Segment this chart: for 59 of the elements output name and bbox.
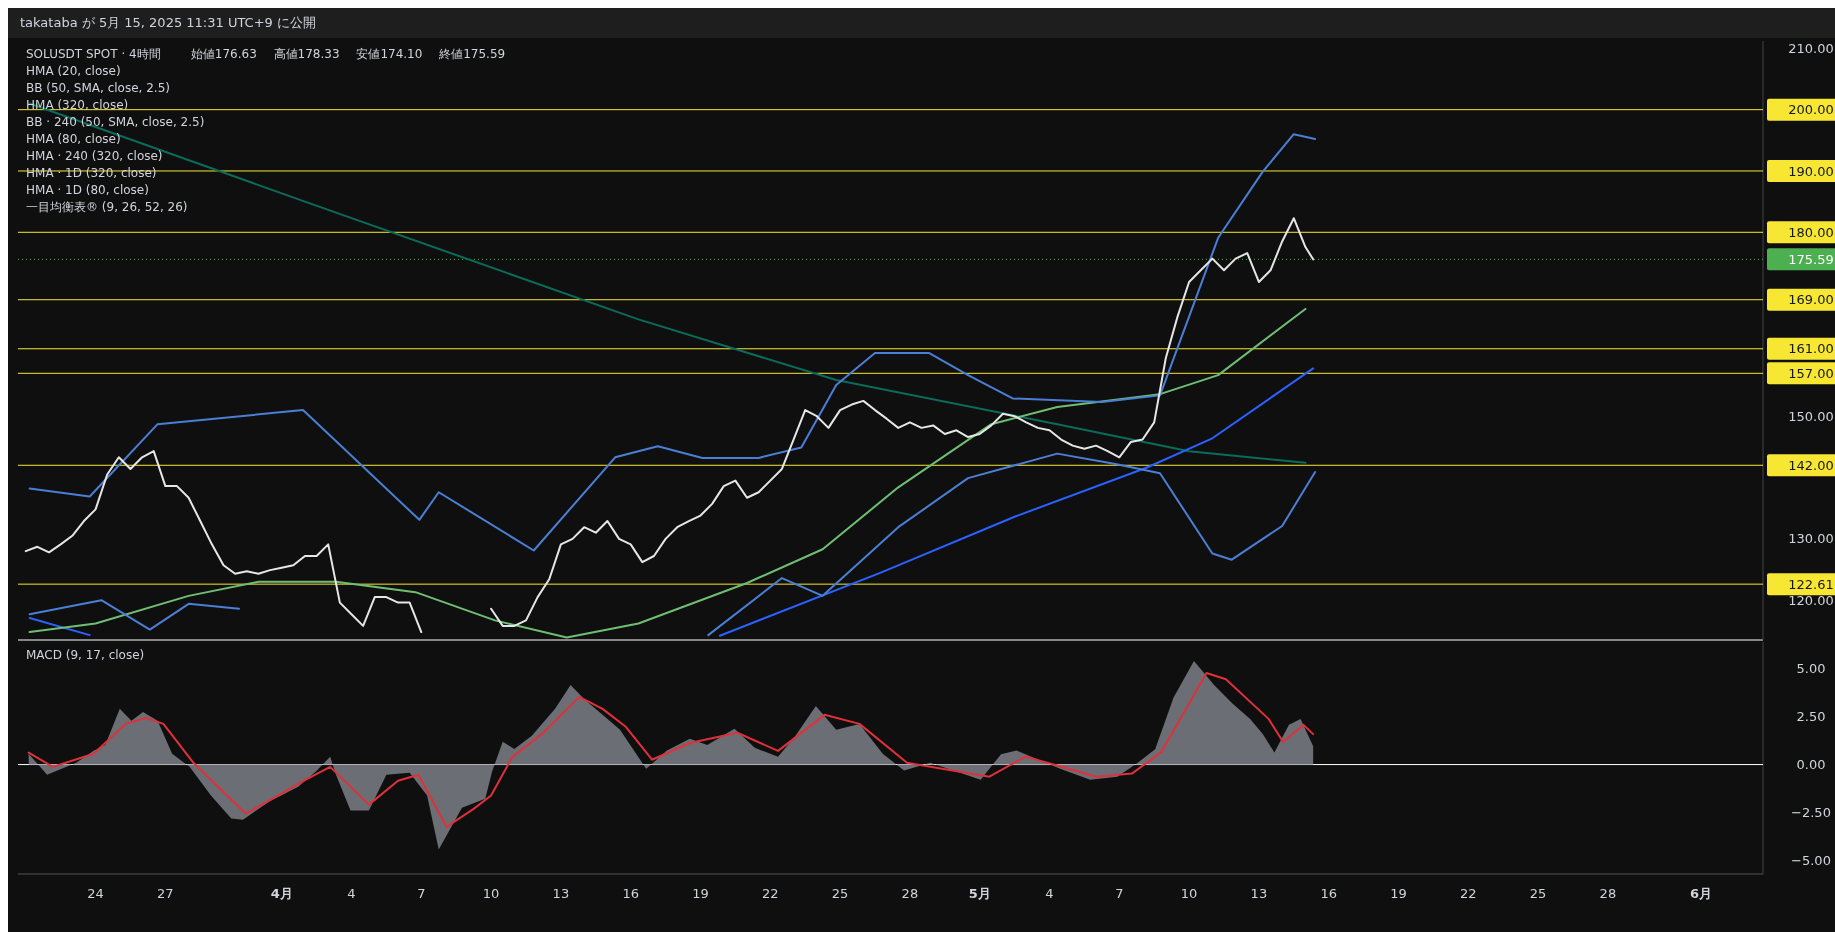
x-tick-label: 13 — [1250, 886, 1268, 901]
x-tick-label: 24 — [87, 886, 104, 901]
line-series — [27, 672, 1315, 828]
annotation: 終値175.59 — [438, 47, 506, 61]
x-tick-label: 25 — [1529, 886, 1547, 901]
ref-line-label: 200.00 — [1788, 102, 1834, 118]
x-tick-label: 10 — [1180, 886, 1198, 901]
x-tick-label: 7 — [417, 886, 426, 901]
ref-line-label: 157.00 — [1788, 365, 1834, 381]
annotation: 一目均衡表® (9, 26, 52, 26) — [26, 200, 188, 214]
x-tick-label: 22 — [1460, 886, 1477, 901]
y-tick-label: 0.00 — [1796, 757, 1826, 773]
annotation: 安値174.10 — [356, 47, 423, 61]
x-tick-label: 16 — [1320, 886, 1337, 901]
x-tick-label: 19 — [1390, 886, 1407, 901]
text: takataba が 5月 15, 2025 11:31 UTC+9 に公開 — [20, 15, 316, 30]
y-tick-label: −2.50 — [1791, 805, 1831, 821]
x-tick-label: 4月 — [270, 886, 293, 901]
ref-line-label: 122.61 — [1788, 576, 1834, 592]
ref-line-label: 175.59 — [1788, 251, 1834, 267]
x-tick-label: 4 — [1045, 886, 1054, 901]
ref-line-label: 190.00 — [1788, 163, 1834, 179]
annotation: HMA (320, close) — [26, 98, 129, 112]
ref-line-label: 180.00 — [1788, 224, 1834, 240]
x-tick-label: 19 — [692, 886, 709, 901]
x-tick-label: 27 — [157, 886, 174, 901]
x-tick-label: 10 — [482, 886, 500, 901]
annotation: HMA (20, close) — [26, 64, 121, 78]
line-series — [28, 133, 1317, 552]
y-tick-label: 5.00 — [1796, 660, 1826, 676]
y-tick-label: 150.00 — [1788, 408, 1834, 424]
y-tick-label: 120.00 — [1788, 592, 1834, 608]
x-tick-label: 16 — [622, 886, 639, 901]
y-tick-label: 2.50 — [1796, 708, 1826, 724]
annotation: 高値178.33 — [273, 47, 340, 61]
line-series — [28, 307, 1307, 639]
ref-line-label: 169.00 — [1788, 292, 1834, 308]
text: SOLUSDT SPOT · 4時間 — [26, 47, 161, 61]
x-tick-label: 22 — [762, 886, 779, 901]
x-tick-label: 4 — [347, 886, 356, 901]
annotation: HMA · 240 (320, close) — [26, 149, 163, 163]
y-tick-label: 210.00 — [1788, 40, 1834, 56]
ref-line-label: 142.00 — [1788, 457, 1834, 473]
y-tick-label: 130.00 — [1788, 531, 1834, 547]
ref-line-label: 161.00 — [1788, 341, 1834, 357]
x-tick-label: 25 — [831, 886, 849, 901]
y-tick-label: −5.00 — [1791, 853, 1831, 869]
x-tick-label: 6月 — [1689, 886, 1712, 901]
x-tick-label: 28 — [901, 886, 919, 901]
text: MACD (9, 17, close) — [26, 648, 145, 662]
x-tick-label: 5月 — [968, 886, 991, 901]
annotation: BB · 240 (50, SMA, close, 2.5) — [26, 115, 205, 129]
annotation: HMA (80, close) — [26, 132, 121, 146]
x-tick-label: 28 — [1599, 886, 1617, 901]
x-tick-label: 7 — [1115, 886, 1124, 901]
annotation: 始値176.63 — [190, 47, 257, 61]
annotation: HMA · 1D (80, close) — [26, 183, 149, 197]
annotation: BB (50, SMA, close, 2.5) — [26, 81, 170, 95]
x-tick-label: 13 — [552, 886, 570, 901]
